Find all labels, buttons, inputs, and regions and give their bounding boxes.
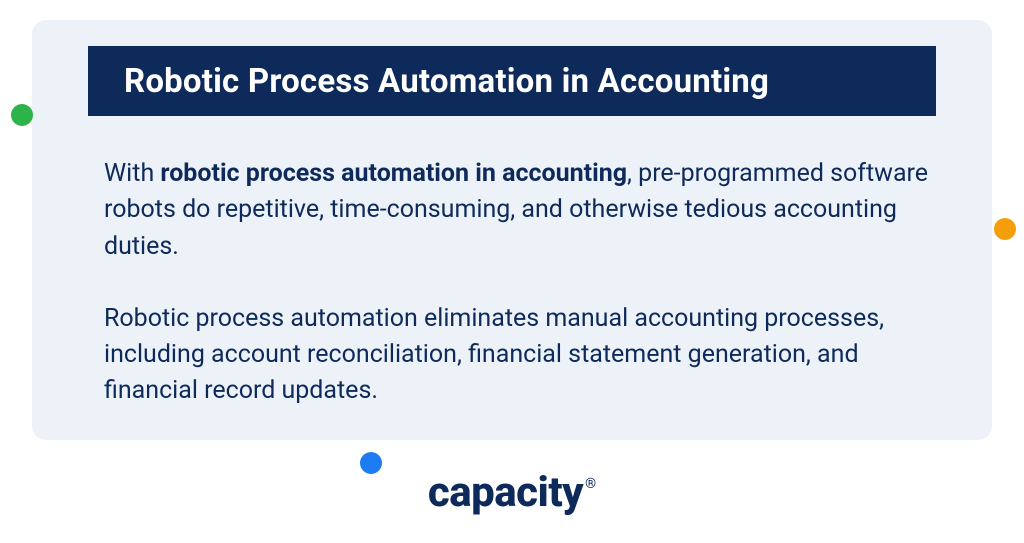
registered-icon: ® — [585, 476, 596, 492]
p2: Robotic process automation eliminates ma… — [104, 301, 934, 410]
logo-text: capacity — [428, 468, 583, 517]
p1-bold: robotic process automation in accounting — [160, 159, 627, 188]
dot-orange-icon — [994, 218, 1016, 240]
info-card: Robotic Process Automation in Accounting… — [32, 20, 992, 440]
dot-green-icon — [11, 104, 33, 126]
title-bar: Robotic Process Automation in Accounting — [88, 46, 936, 116]
logo: capacity ® — [0, 468, 1024, 517]
p1-lead: With — [104, 159, 160, 188]
title-text: Robotic Process Automation in Accounting — [124, 62, 769, 101]
body-text: With robotic process automation in accou… — [104, 156, 934, 410]
